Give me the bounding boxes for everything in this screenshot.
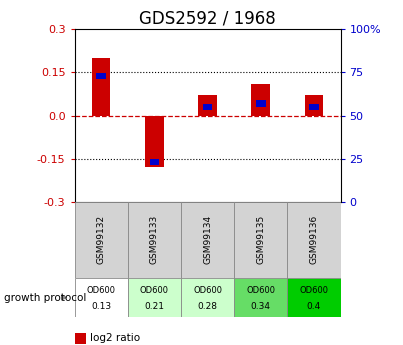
Bar [234,202,287,278]
Bar [128,278,181,317]
Text: 0.34: 0.34 [251,302,271,311]
Title: GDS2592 / 1968: GDS2592 / 1968 [139,10,276,28]
Text: 0.28: 0.28 [197,302,218,311]
Text: GSM99132: GSM99132 [97,215,106,264]
Text: GSM99133: GSM99133 [150,215,159,264]
Bar [128,202,181,278]
Bar [309,104,319,110]
Bar [287,202,341,278]
Bar [251,84,270,116]
Text: OD600: OD600 [87,286,116,295]
Bar [305,96,323,116]
Bar [256,100,266,107]
Bar [234,278,287,317]
Bar [145,116,164,167]
Text: GSM99135: GSM99135 [256,215,265,264]
Bar [75,278,128,317]
Text: 0.4: 0.4 [307,302,321,311]
Bar [181,202,234,278]
Text: OD600: OD600 [246,286,275,295]
Bar [198,96,217,116]
Text: log2 ratio: log2 ratio [90,333,140,343]
Text: OD600: OD600 [299,286,328,295]
Bar [203,104,212,110]
Text: OD600: OD600 [140,286,169,295]
Bar [150,159,159,165]
Text: growth protocol: growth protocol [4,293,86,303]
Text: 0.21: 0.21 [144,302,164,311]
Bar [181,278,234,317]
Bar [92,58,110,116]
Text: GSM99134: GSM99134 [203,215,212,264]
Bar [287,278,341,317]
Text: 0.13: 0.13 [91,302,111,311]
Text: OD600: OD600 [193,286,222,295]
Bar [96,73,106,79]
Text: GSM99136: GSM99136 [310,215,318,264]
Bar [75,202,128,278]
